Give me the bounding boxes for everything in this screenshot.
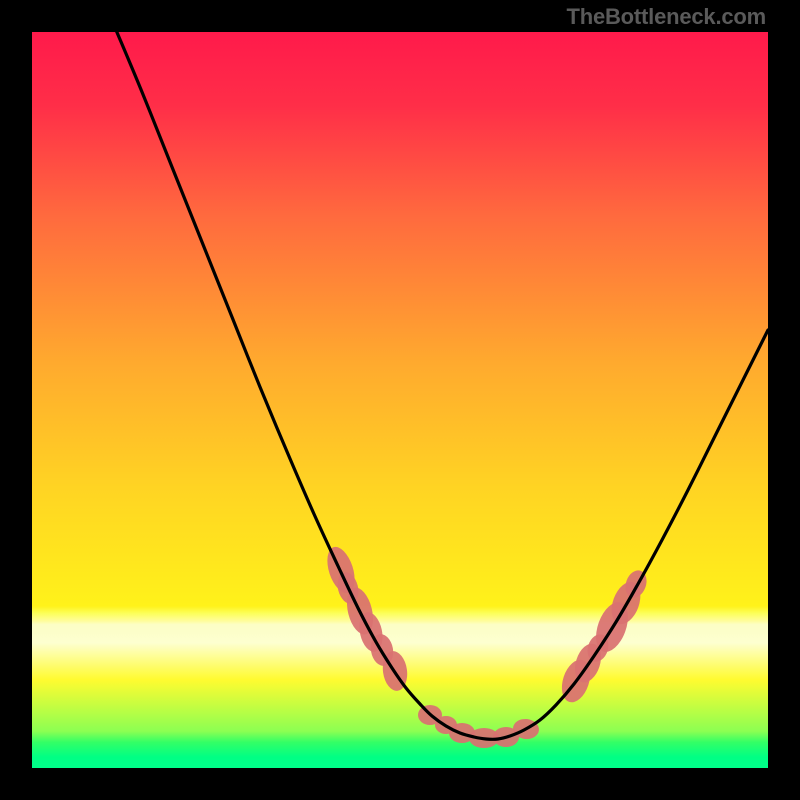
chart-frame: TheBottleneck.com [0, 0, 800, 800]
plot-area [32, 32, 768, 768]
watermark-text: TheBottleneck.com [566, 4, 766, 30]
bottleneck-curve [116, 32, 768, 739]
curve-layer [32, 32, 768, 768]
